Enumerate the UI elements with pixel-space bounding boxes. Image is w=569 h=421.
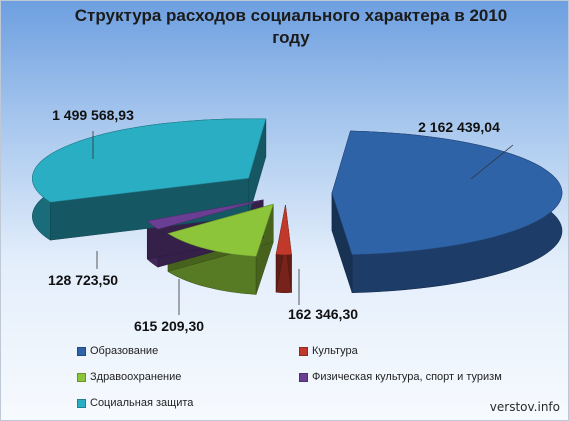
- legend-item-socialnaya-zaschita: Социальная защита: [77, 397, 193, 409]
- pie-data-labels: 2 162 439,04 162 346,30 615 209,30 128 723,…: [48, 107, 514, 334]
- legend-label-kultura: Культура: [312, 345, 358, 357]
- legend-swatch-socialnaya-zaschita: [77, 398, 86, 408]
- pie-tops: [32, 118, 563, 257]
- legend-swatch-obrazovanie: [77, 346, 86, 356]
- pie-slice-sport: [146, 199, 264, 230]
- legend-label-obrazovanie: Образование: [90, 345, 159, 357]
- data-label-socialnaya-zaschita: 1 499 568,93: [52, 107, 134, 123]
- watermark: verstov.info: [489, 400, 560, 414]
- data-label-kultura: 162 346,30: [288, 306, 358, 322]
- legend-item-kultura: Культура: [299, 345, 358, 357]
- legend-swatch-zdravoohranenie: [77, 372, 86, 382]
- data-label-sport: 128 723,50: [48, 272, 118, 288]
- pie-slice-zdravoohranenie: [167, 203, 274, 257]
- legend-item-zdravoohranenie: Здравоохранение: [77, 371, 181, 383]
- legend-item-obrazovanie: Образование: [77, 345, 158, 357]
- legend-swatch-sport: [299, 372, 308, 382]
- data-label-zdravoohranenie: 615 209,30: [134, 318, 204, 334]
- chart-title: Структура расходов социального характера…: [74, 6, 508, 47]
- pie-slice-socialnaya-zaschita: [32, 118, 267, 203]
- legend-label-socialnaya-zaschita: Социальная защита: [90, 397, 194, 409]
- pie-slice-obrazovanie: [331, 130, 563, 255]
- pie-slice-kultura: [275, 205, 292, 255]
- data-label-obrazovanie: 2 162 439,04: [418, 119, 500, 135]
- legend-label-zdravoohranenie: Здравоохранение: [90, 371, 182, 383]
- legend-swatch-kultura: [299, 346, 308, 356]
- leader-line-obrazovanie: [470, 144, 514, 180]
- legend-item-sport: Физическая культура, спорт и туризм: [299, 371, 502, 383]
- legend-label-sport: Физическая культура, спорт и туризм: [312, 371, 502, 383]
